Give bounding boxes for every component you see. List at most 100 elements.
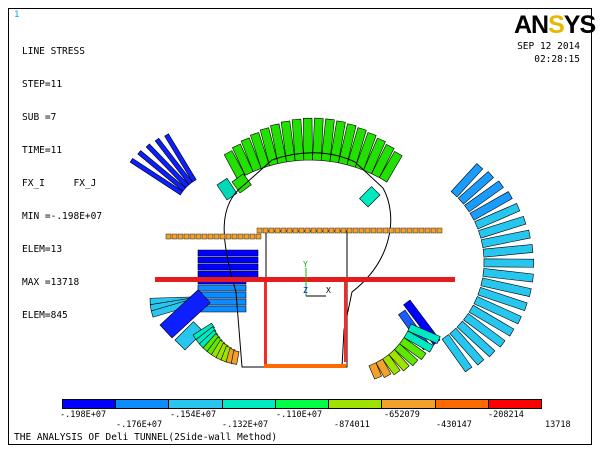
stress-bar [154,137,193,186]
stress-bar [129,157,184,196]
strut-segment [382,227,389,234]
legend-swatch [222,400,276,408]
legend-label-bottom-4: -430147 [436,420,472,430]
stress-bar [211,339,226,358]
strut-segment [231,233,238,240]
legend-swatch [488,400,541,408]
stress-bar [403,330,434,353]
strut-segment [292,227,299,234]
strut-segment [219,233,226,240]
strut-segment [262,227,269,234]
stress-bar [469,191,513,221]
plot-date: SEP 12 2014 [517,41,580,52]
strut-segment [370,227,377,234]
strut-segment [225,233,232,240]
strut-segment [213,233,220,240]
stress-bar [359,186,381,208]
stress-bar [206,336,223,356]
stress-bar [220,345,232,363]
strut-segment [249,233,256,240]
tunnel-outline [223,152,392,368]
inner-core [265,230,348,368]
strut-segment [177,233,184,240]
stress-bar [368,362,383,380]
strut-segment [418,227,425,234]
strut-segment [316,227,323,234]
stress-bar [407,323,441,344]
core-wall-right [344,282,347,362]
stress-bar [320,118,335,162]
stress-bar [474,203,521,230]
info-line-time: TIME=11 [22,145,63,156]
stress-bar [483,258,535,268]
upper-strut-left [165,233,262,240]
stress-bar [382,354,401,376]
legend-label-bottom-5: 13718 [545,420,571,430]
stress-bar [482,268,534,283]
legend-label-top-3: -.110E+07 [276,410,323,420]
core-wall-left [264,282,267,367]
stress-bar [225,348,236,364]
stress-bar [375,358,392,379]
stress-bar [216,177,238,201]
stress-bar [363,137,386,175]
legend-swatch [275,400,330,408]
stress-bar [354,132,377,171]
stress-bar [197,270,259,278]
stress-bar [473,296,522,325]
stress-bar [270,123,287,164]
stress-bar [197,284,247,292]
stress-bar [463,313,506,348]
stress-bar [388,349,410,372]
logo-an: AN [514,11,549,39]
strut-segment [183,233,190,240]
strut-segment [346,227,353,234]
legend-label-bottom-2: -.132E+07 [222,420,269,430]
strut-segment [304,227,311,234]
info-line-items: FX_I FX_J [22,178,97,189]
stress-bar [477,286,528,311]
strut-segment [358,227,365,234]
strut-segment [201,233,208,240]
info-line-sub: SUB =7 [22,112,57,123]
legend-label-top-1: -.198E+07 [60,410,107,420]
stress-bar [259,127,279,167]
strut-segment [328,227,335,234]
axis-x-label: X [326,286,331,295]
legend-label-bottom-1: -.176E+07 [116,420,163,430]
stress-bar [197,249,259,257]
upper-strut-right [256,227,443,234]
strut-segment [430,227,437,234]
date-time: SEP 12 2014 02:28:15 [517,40,580,66]
stress-bars [129,117,535,380]
strut-segment [310,227,317,234]
legend-swatch [435,400,489,408]
stress-bar [449,327,485,366]
stress-bar [329,120,346,164]
stress-bar [302,117,313,161]
strut-segment [207,233,214,240]
strut-segment [195,233,202,240]
legend-swatch [116,400,170,408]
stress-bar [215,342,229,361]
plot-time: 02:28:15 [534,54,580,65]
strut-segment [165,233,172,240]
plot-border [8,8,592,445]
stress-bar [464,180,504,213]
stress-bar [468,304,515,337]
info-line-step: STEP=11 [22,79,63,90]
stress-bar [291,118,305,162]
info-line-max-elem: ELEM=845 [22,310,68,321]
ansys-logo: ANSYS [514,11,596,40]
stress-bar [195,326,217,345]
strut-segment [171,233,178,240]
stress-bar [399,337,427,360]
stress-bar [159,289,211,339]
legend-label-top-5: -208214 [488,410,524,420]
plot-title: THE ANALYSIS OF Deli TUNNEL(2Side-wall M… [14,432,278,443]
strut-segment [394,227,401,234]
stress-bar [230,350,240,365]
strut-segment [256,227,263,234]
strut-segment [400,227,407,234]
